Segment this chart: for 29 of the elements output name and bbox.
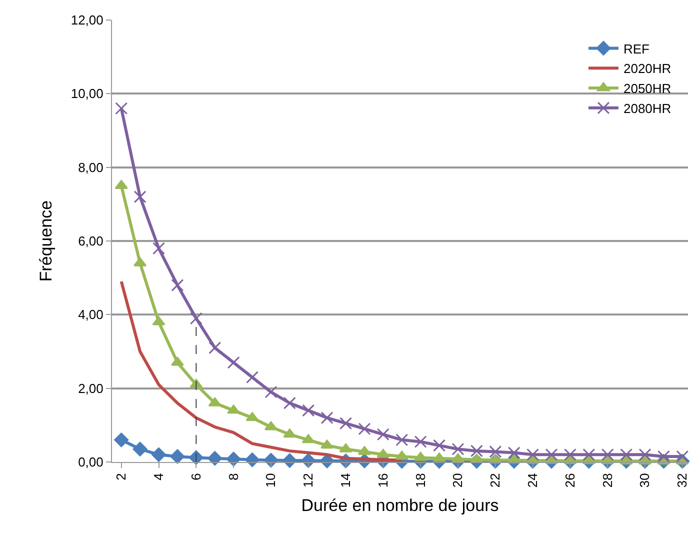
- y-tick-label: 12,00: [70, 12, 104, 28]
- x-tick-label: 16: [375, 473, 390, 488]
- y-tick-label: 6,00: [78, 234, 104, 249]
- x-tick-label: 28: [600, 473, 615, 488]
- x-tick-label: 10: [263, 473, 278, 488]
- y-tick-label: 0,00: [78, 454, 104, 470]
- x-tick-label: 32: [674, 473, 690, 488]
- x-tick-label: 2: [114, 473, 129, 480]
- y-tick-label: 2,00: [78, 380, 104, 396]
- x-tick-label: 26: [562, 473, 578, 488]
- x-tick-label: 6: [188, 473, 204, 480]
- y-tick-label: 10,00: [70, 86, 104, 102]
- legend-label: 2080HR: [623, 100, 672, 116]
- x-tick-label: 14: [338, 473, 353, 488]
- legend-label: 2050HR: [623, 81, 672, 96]
- y-axis-title: Fréquence: [36, 200, 56, 282]
- legend-label: 2020HR: [623, 61, 672, 76]
- x-tick-label: 12: [300, 473, 316, 488]
- x-tick-label: 8: [226, 473, 241, 480]
- x-tick-label: 18: [412, 473, 428, 488]
- x-tick-label: 22: [488, 473, 503, 488]
- x-tick-label: 20: [450, 473, 466, 488]
- x-tick-label: 4: [150, 473, 166, 480]
- x-tick-label: 24: [525, 473, 540, 488]
- y-tick-label: 8,00: [78, 160, 104, 175]
- x-tick-label: 30: [637, 473, 652, 488]
- x-axis-title: Durée en nombre de jours: [301, 496, 499, 516]
- y-tick-label: 4,00: [78, 307, 104, 322]
- legend-label: REF: [623, 41, 650, 56]
